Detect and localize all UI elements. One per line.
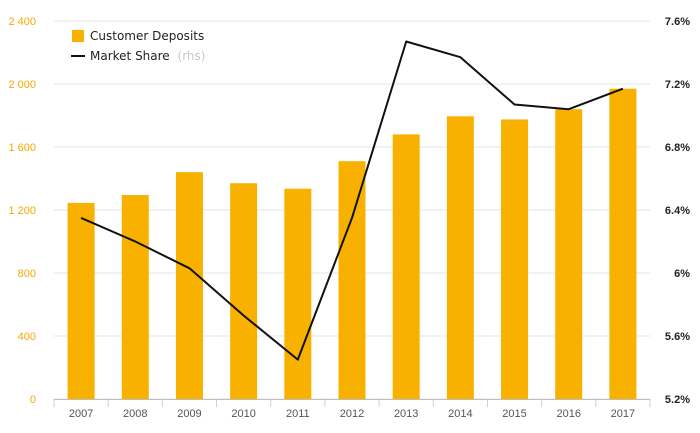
bar-2007 [67,202,95,399]
right-tick-label: 6.4% [665,205,690,217]
legend: Customer Deposits Market Share (rhs) [71,29,205,63]
x-tick-label: 2013 [394,408,418,420]
right-tick-label: 5.2% [665,394,690,406]
left-tick-label: 800 [18,268,36,280]
left-axis-ticks: 0 400 800 1 200 1 600 2 000 2 400 [8,16,36,406]
left-tick-label: 2 400 [8,16,36,28]
x-axis: 2007 2008 2009 2010 2011 2012 2013 2014 2015 2016… [53,399,651,420]
bar-2009 [175,172,203,399]
bar-2012 [338,161,366,399]
x-tick-label: 2009 [177,408,201,420]
x-tick-label: 2007 [69,408,93,420]
left-tick-label: 1 200 [8,205,36,217]
bar-series [67,88,637,399]
left-tick-label: 400 [18,331,36,343]
x-tick-label: 2017 [611,408,635,420]
x-tick-label: 2014 [448,408,472,420]
bar-2017 [609,88,637,399]
legend-label-market-share-name: Market Share [90,49,170,63]
legend-swatch-deposits [72,30,84,42]
bar-2011 [284,188,312,399]
legend-label-deposits: Customer Deposits [90,29,204,43]
bar-2008 [121,195,149,399]
right-tick-label: 5.6% [665,331,690,343]
bar-2013 [392,134,420,399]
left-tick-label: 0 [30,394,36,406]
legend-label-market-share-suffix: (rhs) [178,49,206,63]
bar-2014 [446,116,474,399]
right-axis-ticks: 5.2% 5.6% 6% 6.4% 6.8% 7.2% 7.6% [665,16,690,406]
x-tick-label: 2010 [231,408,255,420]
right-tick-label: 7.2% [665,79,690,91]
right-tick-label: 7.6% [665,16,690,28]
legend-label-market-share: Market Share (rhs) [90,49,205,63]
x-tick-label: 2015 [502,408,526,420]
bar-2010 [230,183,258,399]
left-tick-label: 2 000 [8,79,36,91]
x-tick-label: 2008 [123,408,147,420]
x-tick-label: 2016 [556,408,580,420]
bar-2015 [501,119,529,399]
right-tick-label: 6.8% [665,142,690,154]
bar-2016 [555,109,583,399]
x-tick-label: 2011 [286,408,310,420]
left-tick-label: 1 600 [8,142,36,154]
line-series [80,40,624,361]
right-tick-label: 6% [674,268,690,280]
x-tick-label: 2012 [340,408,364,420]
